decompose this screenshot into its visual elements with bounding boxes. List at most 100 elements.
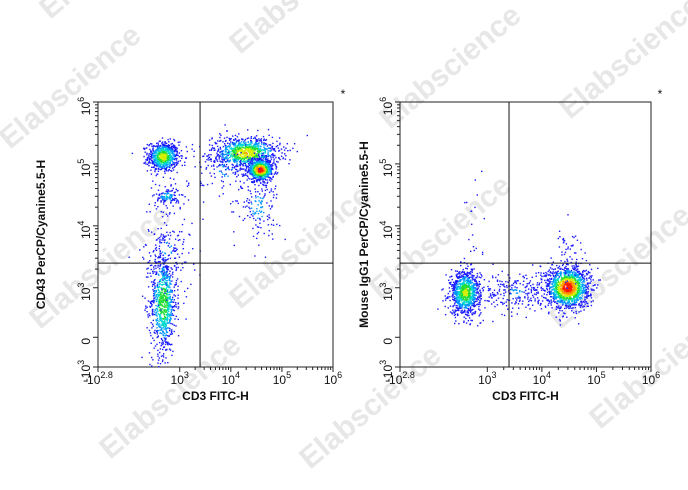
event-dot (575, 300, 577, 302)
event-dot (155, 255, 157, 258)
event-dot (247, 189, 250, 191)
event-dot (167, 312, 169, 314)
event-dot (164, 167, 166, 169)
event-dot (159, 297, 161, 299)
event-dot (261, 197, 263, 200)
event-dot (149, 260, 151, 262)
event-dot (250, 139, 252, 142)
event-dot (257, 179, 259, 181)
event-dot (163, 269, 165, 271)
event-dot (167, 151, 169, 154)
event-dot (244, 162, 246, 165)
event-dot (165, 287, 167, 290)
event-dot (255, 219, 257, 221)
event-dot (164, 295, 166, 298)
event-dot (475, 292, 478, 294)
event-dot (188, 252, 190, 254)
event-dot (179, 208, 181, 210)
event-dot (221, 187, 223, 189)
event-dot (168, 275, 170, 278)
event-dot (154, 150, 156, 152)
event-dot (454, 322, 456, 325)
event-dot (461, 293, 463, 295)
event-dot (163, 278, 165, 280)
event-dot (463, 321, 465, 324)
event-dot (470, 293, 472, 295)
event-dot (463, 301, 466, 303)
event-dot (144, 309, 146, 311)
event-dot (146, 147, 148, 149)
event-dot (461, 312, 463, 314)
event-dot (469, 293, 471, 295)
event-dot (478, 315, 480, 317)
event-dot (155, 265, 157, 267)
event-dot (250, 160, 252, 162)
event-dot (152, 156, 154, 159)
event-dot (271, 167, 273, 170)
event-dot (255, 172, 257, 174)
event-dot (293, 143, 296, 145)
event-dot (473, 300, 475, 302)
event-dot (179, 206, 181, 209)
event-dot (213, 149, 215, 151)
event-dot (487, 285, 489, 288)
event-dot (473, 287, 475, 290)
event-dot (470, 285, 472, 288)
event-dot (251, 153, 254, 155)
event-dot (155, 313, 157, 316)
event-dot (160, 329, 162, 331)
event-dot (455, 284, 458, 286)
event-dot (157, 228, 159, 230)
event-dot (459, 297, 461, 300)
event-dot (558, 307, 561, 310)
event-dot (165, 242, 168, 244)
event-dot (253, 166, 255, 168)
event-dot (245, 147, 248, 150)
event-dot (475, 298, 477, 300)
event-dot (169, 162, 171, 164)
event-dot (451, 287, 453, 290)
event-dot (180, 269, 182, 271)
event-dot (237, 145, 239, 147)
event-dot (472, 293, 474, 296)
watermark-text: Elabscience (0, 19, 147, 156)
event-dot (458, 300, 460, 302)
event-dot (166, 298, 168, 300)
event-dot (162, 276, 164, 278)
event-dot (247, 160, 249, 163)
event-dot (152, 295, 155, 297)
event-dot (168, 303, 170, 305)
event-dot (270, 177, 272, 180)
event-dot (463, 302, 465, 304)
event-dot (146, 327, 148, 329)
event-dot (169, 166, 171, 169)
event-dot (471, 319, 473, 322)
event-dot (160, 163, 162, 166)
event-dot (234, 149, 237, 151)
event-dot (454, 293, 457, 295)
event-dot (164, 162, 167, 164)
event-dot (151, 145, 153, 147)
event-dot (172, 271, 174, 274)
event-dot (165, 293, 168, 295)
event-dot (457, 301, 460, 304)
event-dot (577, 288, 579, 291)
event-dot (250, 201, 252, 203)
event-dot (171, 145, 174, 148)
event-dot (470, 289, 473, 291)
event-dot (243, 152, 245, 154)
event-dot (246, 165, 248, 167)
event-dot (168, 158, 170, 160)
event-dot (235, 147, 237, 149)
event-dot (462, 285, 464, 287)
event-dot (576, 297, 579, 299)
event-dot (220, 134, 222, 136)
event-dot (228, 137, 230, 140)
event-dot (221, 155, 224, 157)
event-dot (234, 138, 237, 140)
event-dot (471, 292, 474, 295)
event-dot (181, 223, 184, 226)
event-dot (162, 199, 164, 201)
event-dot (165, 260, 167, 262)
event-dot (163, 287, 165, 290)
